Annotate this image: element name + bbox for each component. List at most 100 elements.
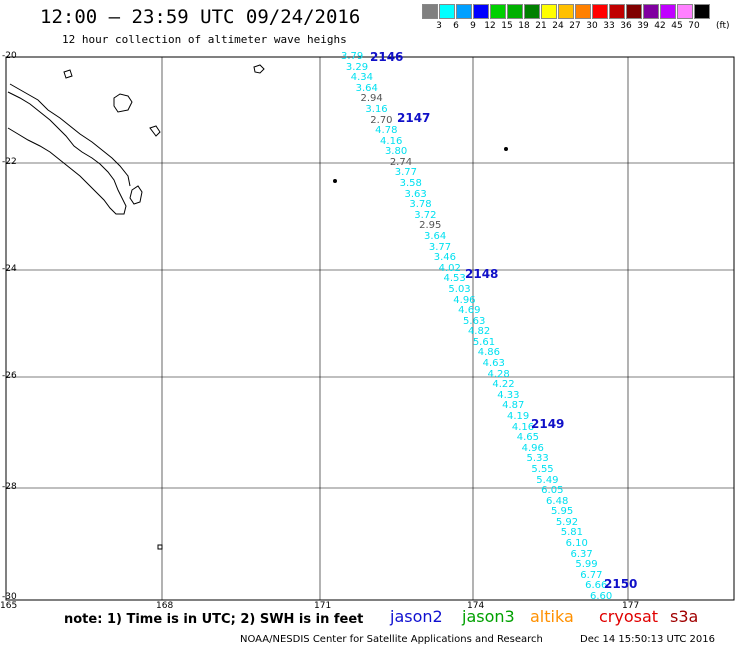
longitude-label: 165	[0, 601, 18, 611]
wave-height-value: 6.77	[580, 569, 603, 581]
satellite-jason3: jason3	[462, 607, 515, 626]
wave-height-value: 6.37	[570, 548, 593, 560]
wave-height-value: 3.46	[433, 252, 457, 264]
wave-height-value: 5.95	[550, 506, 574, 518]
wave-height-value: 4.87	[502, 400, 525, 412]
scale-label: 24	[552, 21, 564, 31]
wave-height-value: 5.61	[472, 336, 496, 348]
scale-unit: (ft)	[716, 21, 730, 31]
wave-height-value: 4.63	[482, 358, 505, 370]
wave-height-value: 3.16	[365, 103, 388, 115]
lat-lon-grid	[6, 57, 734, 600]
orbit-number: 2147	[397, 111, 431, 125]
wave-height-value: 2.95	[419, 220, 442, 232]
latitude-label: -30	[2, 592, 17, 602]
scale-swatch	[524, 4, 540, 19]
wave-height-value: 3.72	[414, 209, 437, 221]
wave-height-value: 5.33	[526, 453, 549, 465]
scale-label: 45	[671, 21, 683, 31]
loyalty-islands-2	[129, 185, 143, 205]
orbit-number: 2146	[370, 50, 404, 64]
scale-label: 12	[484, 21, 496, 31]
wave-height-value: 4.16	[380, 135, 403, 147]
scale-label: 3	[436, 21, 442, 31]
scale-swatch	[626, 4, 642, 19]
wave-height-value: 3.64	[424, 231, 447, 242]
wave-height-value: 2.94	[360, 93, 383, 105]
scale-label: 42	[654, 21, 666, 31]
wave-height-value: 4.22	[492, 379, 515, 391]
wave-height-value: 6.05	[541, 485, 564, 497]
wave-height-value: 5.63	[463, 315, 486, 327]
scale-swatch	[609, 4, 625, 19]
longitude-label: 171	[314, 601, 332, 611]
orbit-number: 2149	[531, 417, 565, 431]
wave-height-value: 4.16	[511, 421, 535, 433]
scale-swatch	[694, 4, 710, 19]
wave-height-value: 4.96	[521, 442, 544, 454]
wave-height-value: 6.10	[565, 538, 588, 550]
wave-height-value: 3.79	[341, 51, 364, 62]
wave-height-value: 4.53	[443, 273, 466, 285]
new-caledonia-coast	[7, 91, 127, 215]
satellite-altika: altika	[530, 607, 574, 626]
scale-label: 39	[637, 21, 649, 31]
longitude-label: 168	[156, 601, 174, 611]
scale-label: 33	[603, 21, 615, 31]
scale-swatch	[422, 4, 438, 19]
longitude-label: 177	[622, 601, 640, 611]
norfolk-marker	[157, 544, 163, 550]
scale-swatch	[473, 4, 489, 19]
wave-height-value: 4.65	[516, 432, 540, 444]
wave-height-value: 3.58	[399, 178, 422, 190]
satellite-cryosat: cryosat	[599, 607, 659, 626]
wave-height-value: 6.60	[590, 591, 613, 602]
wave-height-value: 5.99	[575, 559, 598, 571]
satellite-s3a: s3a	[670, 607, 699, 626]
wave-height-value: 5.81	[560, 527, 583, 539]
wave-height-value: 5.03	[448, 283, 471, 295]
wave-height-value: 3.78	[409, 199, 432, 211]
scale-swatch	[456, 4, 472, 19]
scale-label: 18	[518, 21, 530, 31]
loyalty-islands-1	[113, 93, 133, 113]
wave-height-value: 2.74	[389, 156, 413, 168]
latitude-label: -24	[2, 264, 17, 274]
wave-height-value: 3.64	[355, 82, 378, 94]
matthew-island	[333, 179, 337, 183]
satellite-jason2: jason2	[390, 607, 443, 626]
scale-label: 30	[586, 21, 598, 31]
wave-height-value: 4.28	[487, 368, 510, 380]
orbit-number: 2150	[604, 577, 638, 591]
note-text: note: 1) Time is in UTC; 2) SWH is in fe…	[64, 612, 364, 627]
wave-height-value: 3.29	[345, 61, 369, 73]
map-frame	[5, 56, 735, 601]
loyalty-islands-3	[149, 125, 161, 137]
wave-height-value: 2.70	[370, 114, 393, 126]
coastline	[7, 64, 508, 550]
scale-label: 27	[569, 21, 581, 31]
scale-swatch	[558, 4, 574, 19]
scale-swatch	[439, 4, 455, 19]
scale-label: 70	[688, 21, 700, 31]
scale-swatch	[677, 4, 693, 19]
scale-label: 21	[535, 21, 547, 31]
scale-swatch	[592, 4, 608, 19]
loyalty-islands-4	[63, 69, 73, 79]
wave-height-value: 5.92	[555, 516, 579, 528]
wave-height-value: 5.55	[531, 463, 554, 475]
latitude-label: -22	[2, 157, 17, 167]
scale-swatch	[575, 4, 591, 19]
wave-height-value: 6.66	[585, 580, 608, 592]
latitude-label: -28	[2, 482, 17, 492]
wave-height-value: 3.77	[394, 167, 417, 179]
wave-height-value: 4.02	[438, 262, 461, 274]
wave-height-value: 5.49	[536, 474, 559, 486]
scale-label: 6	[453, 21, 459, 31]
walpole-island	[253, 64, 265, 74]
new-caledonia-reef	[9, 83, 131, 187]
scale-swatch	[541, 4, 557, 19]
wave-height-value: 4.86	[477, 347, 500, 359]
